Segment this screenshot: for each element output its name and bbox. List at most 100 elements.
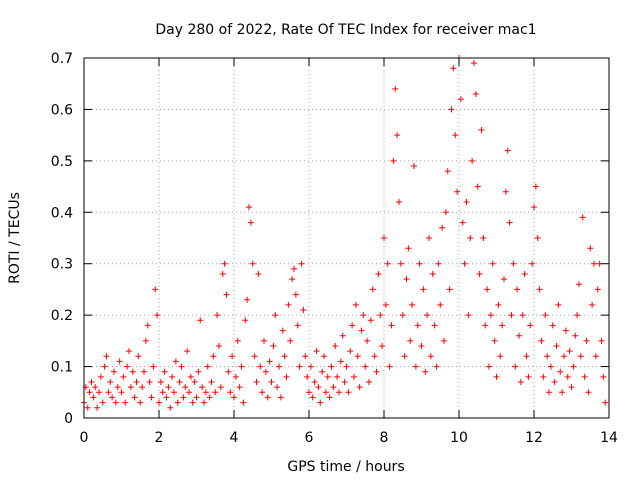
data-point	[589, 301, 596, 308]
data-point	[422, 368, 429, 375]
data-point	[424, 312, 431, 319]
data-point	[180, 394, 187, 401]
data-point	[600, 373, 607, 380]
data-point	[146, 379, 153, 385]
data-point	[384, 260, 391, 267]
data-point	[591, 260, 597, 267]
data-points	[81, 55, 609, 411]
data-point	[182, 384, 189, 391]
data-point	[441, 337, 447, 344]
data-point	[120, 373, 127, 380]
data-point	[529, 260, 536, 267]
data-point	[232, 373, 239, 380]
data-point	[165, 384, 172, 391]
data-point	[454, 188, 461, 195]
y-tick-label: 0.4	[51, 205, 73, 221]
data-point	[510, 260, 517, 267]
data-point	[206, 394, 213, 401]
data-point	[156, 399, 162, 406]
data-point	[339, 332, 346, 339]
data-point	[345, 389, 352, 396]
data-point	[574, 312, 581, 319]
data-point	[587, 245, 594, 252]
data-point	[277, 394, 284, 401]
data-point	[559, 389, 566, 396]
data-point	[139, 384, 146, 391]
data-point	[377, 312, 384, 319]
data-point	[189, 399, 196, 406]
data-point	[131, 394, 138, 401]
data-point	[302, 353, 309, 360]
data-point	[354, 353, 361, 360]
data-point	[109, 394, 116, 401]
data-point	[442, 209, 449, 216]
x-tick-label: 2	[155, 430, 164, 446]
data-point	[330, 384, 337, 391]
data-point	[96, 389, 102, 396]
data-point	[439, 224, 446, 231]
data-point	[279, 327, 286, 334]
data-point	[272, 312, 279, 319]
data-point	[217, 384, 224, 391]
data-point	[602, 399, 609, 406]
data-point	[412, 363, 419, 370]
data-point	[517, 379, 524, 385]
data-point	[461, 260, 468, 267]
data-point	[154, 312, 161, 319]
data-point	[459, 219, 466, 226]
data-point	[388, 322, 395, 329]
data-point	[452, 132, 459, 139]
data-point	[562, 327, 569, 334]
data-point	[137, 399, 144, 406]
data-point	[97, 373, 104, 380]
data-point	[187, 373, 194, 380]
data-point	[465, 312, 472, 319]
data-point	[367, 317, 374, 324]
data-point	[467, 235, 474, 241]
data-point	[478, 127, 485, 133]
data-point	[489, 260, 496, 267]
data-point	[394, 132, 401, 139]
data-point	[322, 389, 329, 396]
data-point	[549, 322, 556, 329]
data-point	[274, 384, 281, 391]
data-point	[337, 358, 344, 365]
data-point	[332, 343, 339, 349]
data-point	[497, 353, 504, 360]
data-point	[536, 286, 543, 293]
data-point	[161, 368, 168, 375]
data-point	[259, 389, 266, 396]
chart-title: Day 280 of 2022, Rate Of TEC Index for r…	[155, 22, 536, 38]
data-point	[551, 379, 558, 385]
data-point	[169, 373, 176, 380]
data-point	[435, 260, 442, 267]
data-point	[491, 337, 498, 344]
data-point	[150, 363, 157, 370]
data-point	[313, 348, 320, 355]
data-point	[364, 337, 371, 344]
data-point	[315, 384, 322, 391]
data-point	[373, 368, 380, 375]
data-point	[111, 368, 117, 375]
data-point	[519, 312, 526, 319]
data-point	[381, 235, 387, 241]
data-point	[506, 219, 513, 226]
data-point	[266, 358, 273, 365]
data-point	[296, 363, 303, 370]
data-point	[88, 379, 95, 385]
x-tick-label: 6	[305, 430, 314, 446]
y-tick-label: 0.6	[51, 102, 73, 118]
data-point	[214, 312, 221, 319]
data-point	[427, 353, 434, 360]
y-tick-label: 0.7	[51, 51, 73, 67]
data-point	[521, 271, 528, 277]
data-point	[379, 343, 386, 349]
data-point	[581, 373, 588, 380]
data-point	[375, 271, 382, 277]
data-point	[210, 353, 217, 360]
data-point	[103, 353, 110, 360]
y-tick-label: 0.3	[51, 257, 73, 273]
data-point	[471, 60, 477, 67]
data-point	[171, 389, 177, 396]
